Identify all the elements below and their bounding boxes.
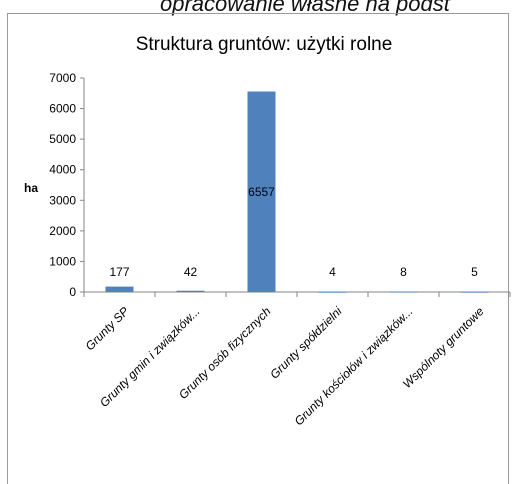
category-label: Grunty spółdzielni (267, 304, 345, 382)
y-tick-label: 0 (69, 285, 76, 299)
y-tick-label: 6000 (49, 102, 76, 116)
chart-frame (7, 13, 509, 484)
data-label: 8 (400, 265, 407, 279)
category-label: Wspólnoty gruntowe (400, 304, 487, 391)
bar (460, 291, 489, 293)
y-tick-label: 7000 (49, 71, 76, 85)
category-label: Grunty kościołów i związków... (292, 304, 416, 428)
y-tick-label: 3000 (49, 193, 76, 207)
plot-area: 0 1000 2000 3000 4000 5000 6000 7000 177 Grunty S… (49, 71, 511, 428)
y-tick-label: 2000 (49, 224, 76, 238)
bar (247, 91, 276, 292)
y-tick-label: 1000 (49, 254, 76, 268)
bar (318, 291, 347, 293)
bar (105, 286, 134, 292)
bar (176, 290, 205, 292)
y-tick-label: 4000 (49, 163, 76, 177)
page-caption: opracowanie własne na podst (160, 0, 450, 16)
y-tick-label: 5000 (49, 132, 76, 146)
data-label: 42 (184, 265, 198, 279)
data-label: 4 (329, 265, 336, 279)
y-axis-label: ha (24, 181, 38, 195)
bar (389, 291, 418, 293)
category-label: Grunty SP (83, 304, 132, 353)
data-label: 6557 (248, 185, 275, 199)
data-label: 177 (109, 265, 129, 279)
data-label: 5 (471, 265, 478, 279)
chart-title: Struktura gruntów: użytki rolne (136, 34, 393, 55)
